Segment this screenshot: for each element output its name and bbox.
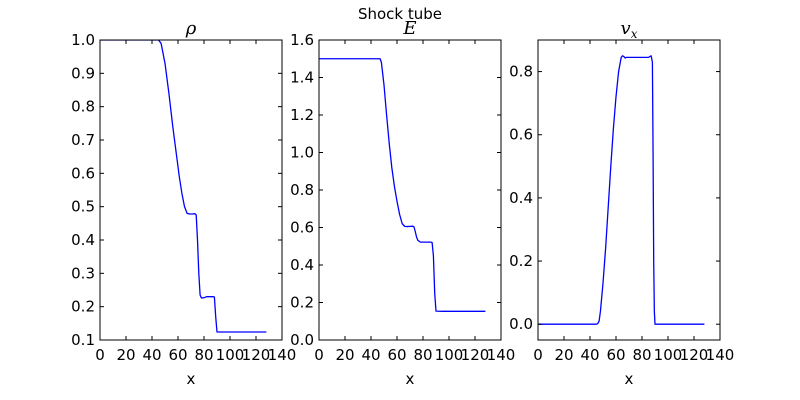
energy-y-tick-label: 1.4 <box>290 69 314 87</box>
velocity-x-tick-label: 40 <box>580 346 599 364</box>
energy-x-tick-label: 20 <box>335 346 354 364</box>
rho-y-tick-label: 0.9 <box>71 64 95 82</box>
rho-y-tick-label: 0.2 <box>71 298 95 316</box>
velocity-x-tick-label: 0 <box>533 346 543 364</box>
energy-y-tick-label: 1.6 <box>290 31 314 49</box>
rho-series-line <box>100 40 267 333</box>
energy-y-tick-label: 1.0 <box>290 144 314 162</box>
rho-y-tick-label: 0.8 <box>71 98 95 116</box>
velocity-x-axis-label: x <box>625 370 634 388</box>
rho-x-axis-label: x <box>187 370 196 388</box>
rho-y-tick-label: 0.5 <box>71 198 95 216</box>
energy-x-tick-label: 0 <box>314 346 324 364</box>
velocity-y-tick-label: 0.6 <box>509 126 533 144</box>
energy-y-tick-label: 0.0 <box>290 331 314 349</box>
velocity-y-tick-label: 0.2 <box>509 252 533 270</box>
rho-x-tick-label: 20 <box>116 346 135 364</box>
velocity-x-tick-label: 140 <box>706 346 735 364</box>
rho-y-tick-label: 1.0 <box>71 31 95 49</box>
velocity-x-tick-label: 100 <box>654 346 683 364</box>
rho-x-tick-label: 140 <box>268 346 297 364</box>
rho-y-tick-label: 0.3 <box>71 264 95 282</box>
rho-y-tick-label: 0.6 <box>71 164 95 182</box>
rho-y-tick-label: 0.4 <box>71 231 95 249</box>
rho-axes-frame <box>99 39 283 341</box>
rho-y-tick-label: 0.1 <box>71 331 95 349</box>
velocity-y-tick-label: 0.0 <box>509 315 533 333</box>
energy-y-tick-label: 0.2 <box>290 294 314 312</box>
energy-x-tick-label: 40 <box>361 346 380 364</box>
velocity-x-tick-label: 20 <box>554 346 573 364</box>
velocity-x-tick-label: 60 <box>606 346 625 364</box>
energy-x-tick-label: 100 <box>435 346 464 364</box>
rho-x-tick-label: 0 <box>95 346 105 364</box>
rho-x-tick-label: 120 <box>242 346 271 364</box>
velocity-axes-frame <box>537 39 721 341</box>
energy-x-tick-label: 80 <box>413 346 432 364</box>
energy-axes-frame <box>318 39 502 341</box>
energy-y-tick-label: 0.8 <box>290 181 314 199</box>
chart-panels: 0 20 40 60 80 1001201400.10.20.30.40.50.60.70… <box>71 18 734 388</box>
energy-x-tick-label: 120 <box>461 346 490 364</box>
rho-y-tick-label: 0.7 <box>71 131 95 149</box>
energy-y-tick-label: 1.2 <box>290 106 314 124</box>
velocity-panel-title: vx <box>621 18 638 41</box>
energy-x-axis-label: x <box>406 370 415 388</box>
rho-panel-title: ρ <box>185 18 197 39</box>
velocity-y-tick-label: 0.4 <box>509 189 533 207</box>
rho-x-tick-label: 60 <box>168 346 187 364</box>
velocity-x-tick-label: 120 <box>680 346 709 364</box>
energy-x-tick-label: 140 <box>487 346 516 364</box>
velocity-y-tick-label: 0.8 <box>509 63 533 81</box>
energy-y-tick-label: 0.6 <box>290 219 314 237</box>
energy-panel-title: E <box>402 18 416 39</box>
rho-x-tick-label: 100 <box>216 346 245 364</box>
energy-y-tick-label: 0.4 <box>290 256 314 274</box>
rho-x-tick-label: 40 <box>142 346 161 364</box>
energy-x-tick-label: 60 <box>387 346 406 364</box>
rho-x-tick-label: 80 <box>194 346 213 364</box>
velocity-x-tick-label: 80 <box>632 346 651 364</box>
velocity-series-line <box>538 55 705 325</box>
figure-title: Shock tube <box>358 5 442 23</box>
energy-series-line <box>319 58 486 312</box>
